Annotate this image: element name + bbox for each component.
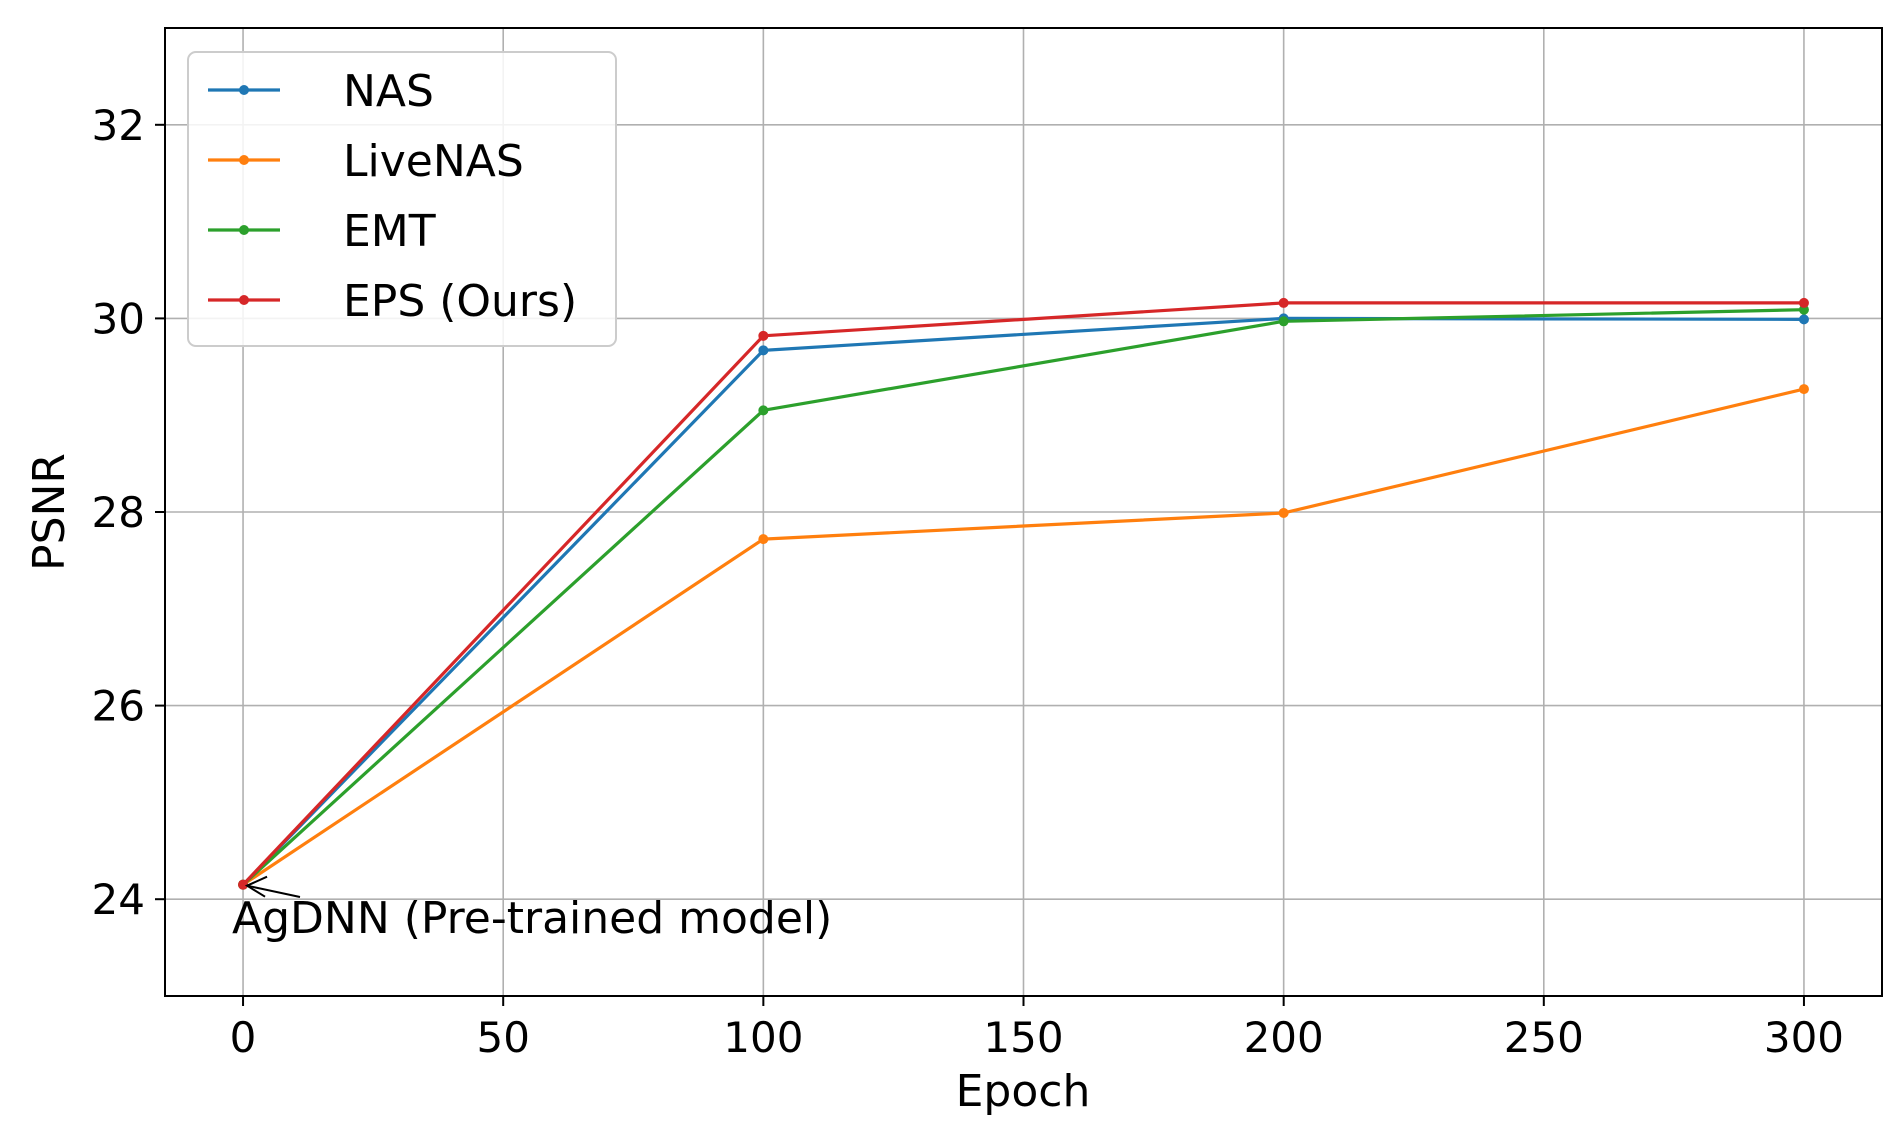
y-tick-label: 26 bbox=[92, 682, 145, 731]
arrow-shaft bbox=[246, 884, 301, 898]
data-point bbox=[238, 879, 249, 890]
legend-box bbox=[187, 51, 617, 347]
data-point bbox=[758, 405, 769, 416]
x-tick-label: 300 bbox=[1764, 1013, 1844, 1062]
x-axis-label: Epoch bbox=[956, 1066, 1091, 1117]
x-tick-label: 100 bbox=[723, 1013, 803, 1062]
y-axis-label: PSNR bbox=[24, 453, 75, 571]
data-point bbox=[1278, 297, 1289, 308]
x-tick-label: 0 bbox=[230, 1013, 257, 1062]
series-line bbox=[241, 316, 1804, 886]
y-tick-label: 30 bbox=[92, 294, 145, 343]
series-layer bbox=[238, 297, 1809, 890]
legend-label: LiveNAS bbox=[343, 136, 524, 187]
series-line bbox=[242, 387, 1805, 887]
x-tick-label: 200 bbox=[1244, 1013, 1324, 1062]
ticks: 0 50 100 150 200 250 300 24 26 28 30 32 bbox=[92, 101, 1844, 1062]
legend-label: NAS bbox=[343, 66, 434, 117]
data-point bbox=[1278, 507, 1289, 518]
legend-item: LiveNAS bbox=[208, 136, 524, 187]
annotation: AgDNN (Pre-trained model) bbox=[232, 875, 832, 944]
legend-item: NAS bbox=[208, 66, 434, 117]
series-line bbox=[241, 301, 1804, 886]
arrow-head bbox=[244, 875, 268, 898]
legend-marker bbox=[239, 85, 249, 95]
y-tick-label: 28 bbox=[92, 488, 145, 537]
data-point bbox=[758, 345, 769, 356]
series-line bbox=[241, 308, 1804, 886]
legend-item: EPS (Ours) bbox=[208, 276, 577, 327]
data-point bbox=[1798, 314, 1809, 325]
y-tick-label: 24 bbox=[92, 875, 145, 924]
data-point bbox=[758, 330, 769, 341]
legend: NAS LiveNAS EMT EPS (Ours) bbox=[187, 51, 617, 347]
legend-label: EMT bbox=[343, 206, 436, 257]
x-tick-label: 150 bbox=[983, 1013, 1063, 1062]
x-tick-label: 250 bbox=[1504, 1013, 1584, 1062]
series-eps-ours bbox=[238, 297, 1809, 890]
legend-marker bbox=[239, 225, 249, 235]
data-point bbox=[1798, 297, 1809, 308]
x-tick-label: 50 bbox=[476, 1013, 529, 1062]
legend-marker bbox=[239, 155, 249, 165]
legend-item: EMT bbox=[208, 206, 436, 257]
data-point bbox=[758, 534, 769, 545]
annotation-arrow bbox=[244, 875, 301, 898]
data-point bbox=[1278, 316, 1289, 327]
data-point bbox=[1798, 384, 1809, 395]
legend-marker bbox=[239, 295, 249, 305]
legend-label: EPS (Ours) bbox=[343, 276, 577, 327]
annotation-text: AgDNN (Pre-trained model) bbox=[232, 893, 832, 944]
y-tick-label: 32 bbox=[92, 101, 145, 150]
